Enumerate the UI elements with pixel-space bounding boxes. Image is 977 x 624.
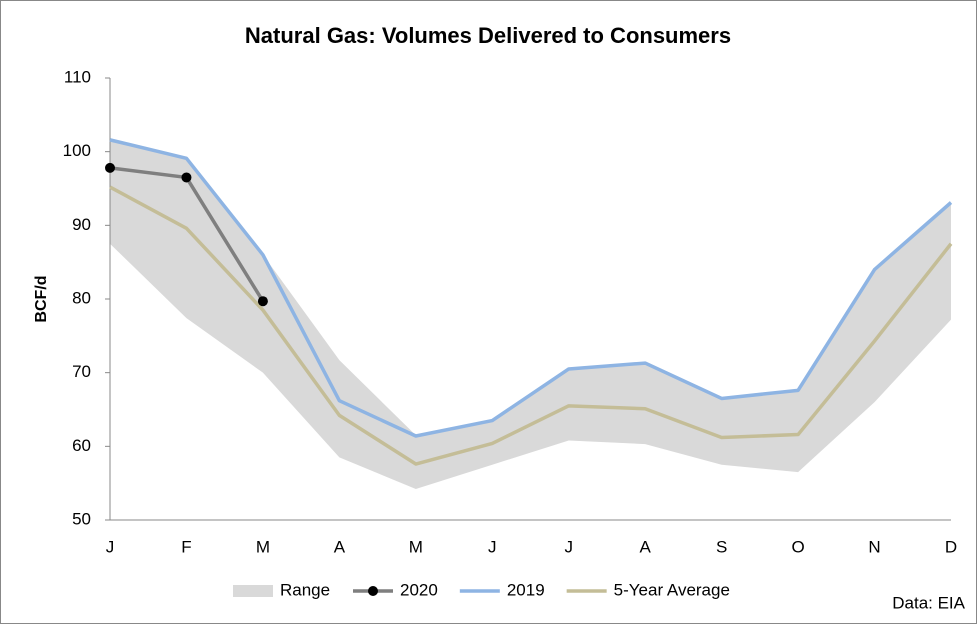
point xyxy=(105,162,115,173)
x-tick-label: M xyxy=(409,537,423,556)
x-tick-label: A xyxy=(640,537,652,556)
x-tick-label: M xyxy=(256,537,270,556)
x-tick-label: J xyxy=(488,537,497,556)
chart-title: Natural Gas: Volumes Delivered to Consum… xyxy=(245,23,731,48)
series-line xyxy=(109,185,953,466)
y-tick-label: 80 xyxy=(72,288,91,307)
x-tick-label: A xyxy=(334,537,346,556)
point xyxy=(257,296,268,307)
y-tick-label: 100 xyxy=(63,141,91,160)
x-tick-label: D xyxy=(945,537,957,556)
y-tick-label: 60 xyxy=(72,436,91,455)
point xyxy=(181,172,192,183)
legend-label: 5-Year Average xyxy=(614,580,730,599)
x-tick-label: J xyxy=(564,537,573,556)
x-tick-label: N xyxy=(868,537,880,556)
series-line xyxy=(109,138,953,438)
x-tick-label: O xyxy=(791,537,804,556)
legend-label: 2019 xyxy=(507,580,545,599)
y-axis-title: BCF/d xyxy=(33,275,50,322)
legend-label: 2020 xyxy=(400,580,438,599)
y-tick-label: 110 xyxy=(64,67,91,86)
x-tick-label: S xyxy=(716,537,727,556)
y-tick-label: 50 xyxy=(72,509,91,528)
y-tick-label: 70 xyxy=(72,362,91,381)
x-tick-label: J xyxy=(106,537,115,556)
legend-marker xyxy=(368,586,378,596)
annotation: Data: EIA xyxy=(892,593,965,612)
y-tick-label: 90 xyxy=(72,215,91,234)
range-area xyxy=(110,139,951,490)
legend-swatch xyxy=(233,585,273,597)
x-tick-label: F xyxy=(181,537,191,556)
legend-label: Range xyxy=(280,580,330,599)
